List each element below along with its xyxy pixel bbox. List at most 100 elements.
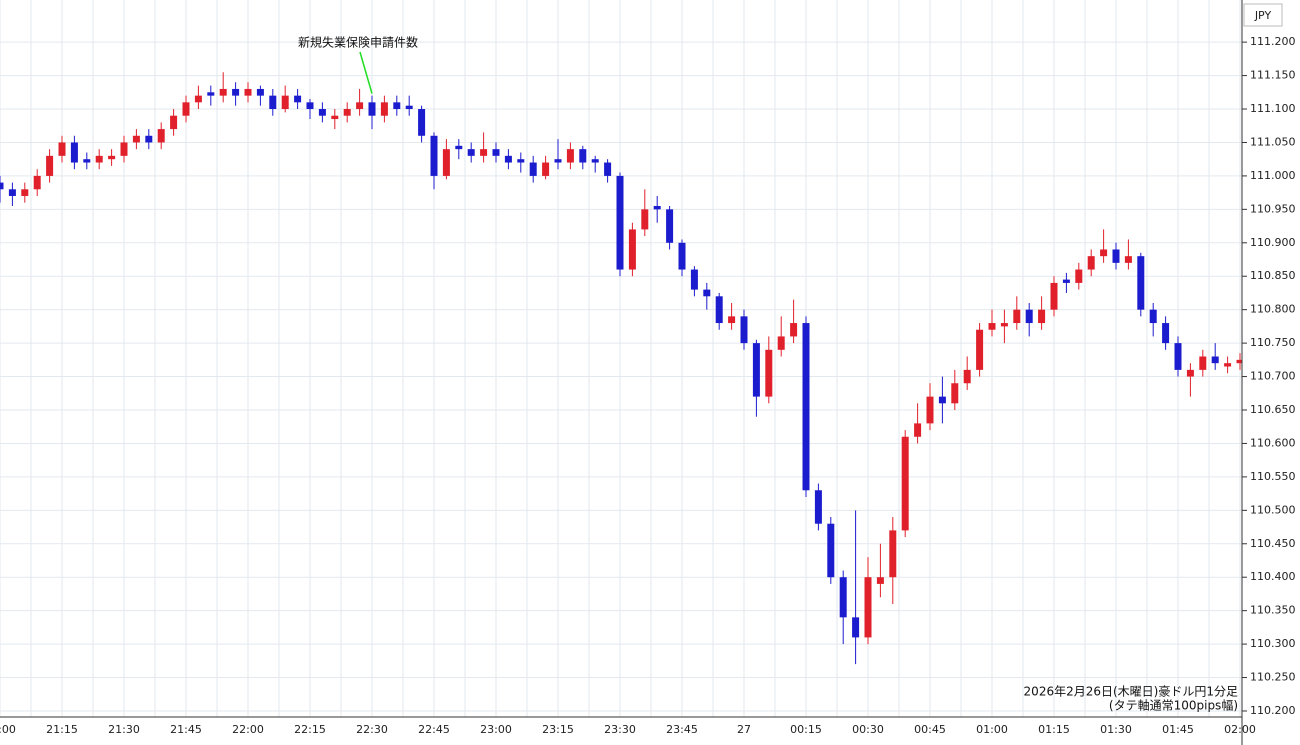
candle-body [132, 135, 140, 143]
candle-body [1050, 282, 1058, 310]
candle-body [653, 206, 661, 210]
x-tick-label: 21:45 [170, 723, 202, 736]
candle-body [83, 159, 91, 163]
candle-body [343, 109, 351, 116]
candle-body [1075, 269, 1083, 283]
y-tick-label: 110.850 [1250, 269, 1296, 282]
candle-body [331, 115, 339, 120]
candle-body [678, 242, 686, 270]
candle-body [70, 142, 78, 163]
y-tick-label: 110.500 [1250, 503, 1296, 516]
candle-body [951, 383, 959, 404]
candle-body [728, 316, 736, 324]
candle-body [244, 88, 252, 96]
candle-body [566, 149, 574, 163]
candle-body [715, 296, 723, 324]
candle-body [802, 323, 810, 491]
candle-body [95, 155, 103, 163]
candle-body [393, 102, 401, 110]
candle-body [1236, 359, 1242, 364]
candle-body [120, 142, 128, 156]
candle-body [814, 490, 822, 524]
candle-body [889, 530, 897, 578]
candle-body [1124, 256, 1132, 263]
x-tick-label: 22:15 [294, 723, 326, 736]
x-tick-label: 22:45 [418, 723, 450, 736]
x-tick-label: 22:30 [356, 723, 388, 736]
y-tick-label: 111.100 [1250, 102, 1296, 115]
candle-body [827, 523, 835, 578]
candle-body [963, 369, 971, 384]
y-tick-label: 110.900 [1250, 236, 1296, 249]
candle-body [1013, 309, 1021, 324]
candle-body [356, 102, 364, 110]
candle-body [368, 102, 376, 116]
x-tick-label: 21:30 [108, 723, 140, 736]
candle-body [380, 102, 388, 116]
y-tick-label: 110.250 [1250, 671, 1296, 684]
candle-body [616, 175, 624, 270]
candle-body [752, 343, 760, 397]
x-tick-label: 23:15 [542, 723, 574, 736]
y-tick-label: 110.700 [1250, 370, 1296, 383]
candle-body [740, 316, 748, 344]
caption-line: (タテ軸通常100pips幅) [1109, 698, 1238, 713]
candle-body [492, 149, 500, 156]
candle-body [145, 135, 153, 143]
candle-body [46, 155, 54, 176]
candle-body [1025, 309, 1033, 324]
candle-body [1186, 369, 1194, 377]
candle-body [690, 269, 698, 290]
y-tick-label: 110.350 [1250, 604, 1296, 617]
candle-body [864, 577, 872, 638]
y-tick-label: 110.300 [1250, 637, 1296, 650]
candle-body [256, 88, 264, 96]
x-tick-label: 01:15 [1038, 723, 1070, 736]
y-tick-label: 110.200 [1250, 704, 1296, 717]
candle-body [1062, 279, 1070, 283]
y-tick-label: 110.550 [1250, 470, 1296, 483]
candle-body [504, 155, 512, 163]
x-tick-label: 00:30 [852, 723, 884, 736]
candle-body [157, 129, 165, 143]
x-tick-label: 21:15 [46, 723, 78, 736]
candle-body [765, 349, 773, 397]
x-tick-label: 01:30 [1100, 723, 1132, 736]
candle-body [1100, 249, 1108, 257]
y-tick-label: 110.950 [1250, 202, 1296, 215]
candle-body [455, 145, 463, 150]
candle-body [1211, 356, 1219, 364]
candle-body [1162, 323, 1170, 344]
candle-body [628, 229, 636, 270]
currency-box [1243, 3, 1283, 27]
candle-body [58, 142, 66, 156]
candle-body [405, 105, 413, 110]
y-tick-label: 110.800 [1250, 303, 1296, 316]
candle-body [1087, 256, 1095, 270]
candle-body [207, 92, 215, 96]
candle-body [988, 323, 996, 330]
candle-body [1174, 343, 1182, 370]
y-tick-label: 111.000 [1250, 169, 1296, 182]
candle-body [8, 189, 16, 196]
candle-body [0, 182, 4, 190]
candle-body [876, 577, 884, 584]
annotation-line [359, 51, 373, 94]
candle-body [232, 88, 240, 96]
x-tick-label: 21:00 [0, 723, 16, 736]
candle-body [318, 109, 326, 116]
y-tick-label: 111.200 [1250, 35, 1296, 48]
x-tick-label: 02:00 [1224, 723, 1256, 736]
candle-body [108, 155, 116, 160]
candle-body [976, 329, 984, 370]
annotation-text: 新規失業保険申請件数 [298, 35, 418, 50]
candle-body [529, 162, 537, 176]
y-tick-label: 111.150 [1250, 69, 1296, 82]
y-tick-label: 110.650 [1250, 403, 1296, 416]
candle-body [542, 162, 550, 176]
candle-body [777, 336, 785, 350]
candles [0, 72, 1242, 665]
y-tick-label: 110.450 [1250, 537, 1296, 550]
